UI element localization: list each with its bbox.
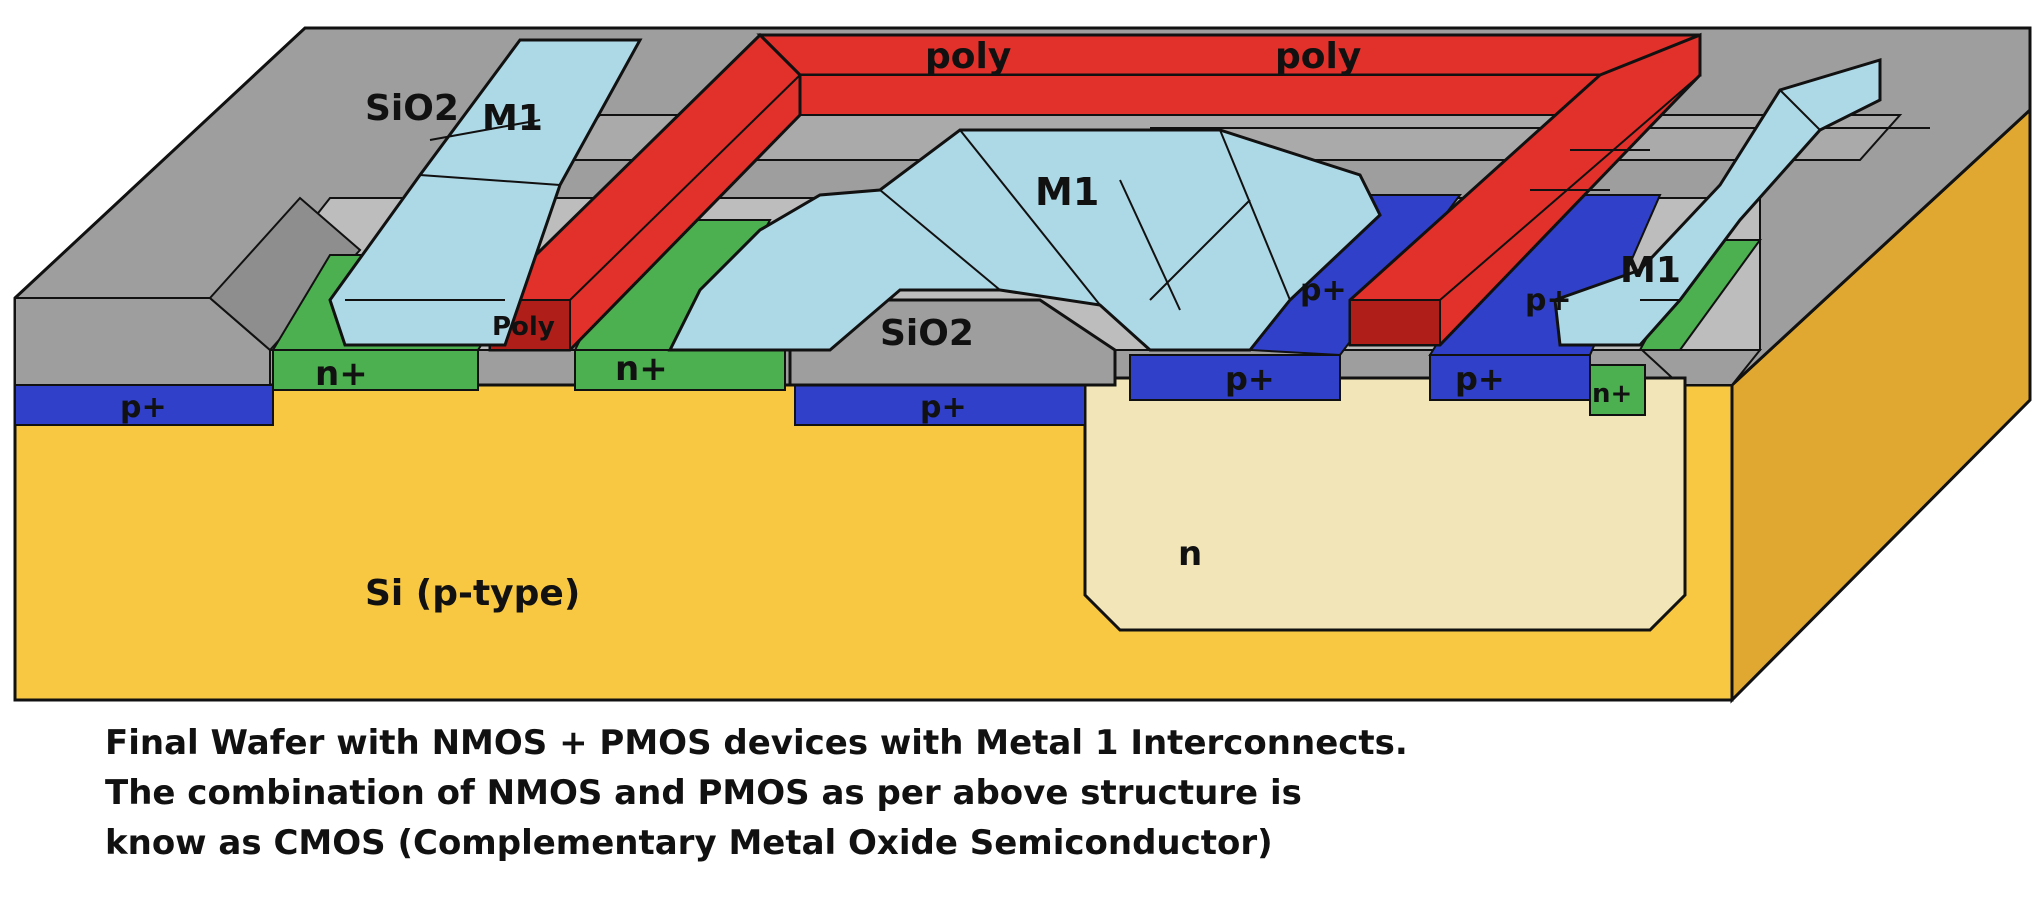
label-poly-gate: Poly [492, 312, 555, 342]
label-nplus-3: n+ [1592, 379, 1632, 409]
label-pplus-top-1: p+ [1300, 273, 1347, 308]
caption-line-2: The combination of NMOS and PMOS as per … [105, 773, 1302, 813]
caption-line-3: know as CMOS (Complementary Metal Oxide … [105, 823, 1273, 863]
poly-loop-top-face [799, 74, 1651, 116]
metal1-center [667, 128, 1382, 352]
pplus-region-left [14, 384, 274, 426]
label-nplus-2: n+ [615, 349, 668, 389]
label-poly-2: poly [1275, 36, 1361, 77]
oxide-left-step [14, 297, 271, 386]
nplus-well-contact [1589, 364, 1646, 416]
label-pplus-1: p+ [120, 390, 167, 425]
pplus-region-source [1129, 354, 1341, 401]
caption-line-1: Final Wafer with NMOS + PMOS devices wit… [105, 723, 1408, 763]
label-pplus-3: p+ [1225, 360, 1275, 398]
caption: Final Wafer with NMOS + PMOS devices wit… [105, 718, 1985, 868]
label-poly-1: poly [925, 36, 1011, 77]
label-pplus-2: p+ [920, 390, 967, 425]
oxide-right-step [1639, 349, 1763, 386]
poly-loop-top [756, 33, 1702, 77]
label-pplus-4: p+ [1455, 360, 1505, 398]
label-sio2-left: SiO2 [365, 88, 459, 129]
label-m1-center: M1 [1035, 170, 1099, 214]
pplus-region-center [794, 384, 1086, 426]
metal1-right [1553, 57, 1882, 347]
n-well [1083, 376, 1687, 632]
poly-gate-pmos-face [1349, 299, 1441, 346]
metal1-left [328, 38, 643, 347]
nplus-region-2 [574, 349, 786, 391]
nplus-region-1 [272, 349, 479, 391]
label-m1-left: M1 [482, 98, 543, 139]
label-m1-right: M1 [1620, 250, 1681, 291]
label-pplus-top-2: p+ [1525, 283, 1572, 318]
label-nplus-1: n+ [315, 354, 368, 394]
pplus-region-drain [1429, 354, 1591, 401]
label-nwell: n [1178, 534, 1202, 574]
label-sio2-center: SiO2 [880, 313, 974, 354]
label-substrate: Si (p-type) [365, 573, 580, 614]
oxide-left-bevel [208, 196, 362, 352]
